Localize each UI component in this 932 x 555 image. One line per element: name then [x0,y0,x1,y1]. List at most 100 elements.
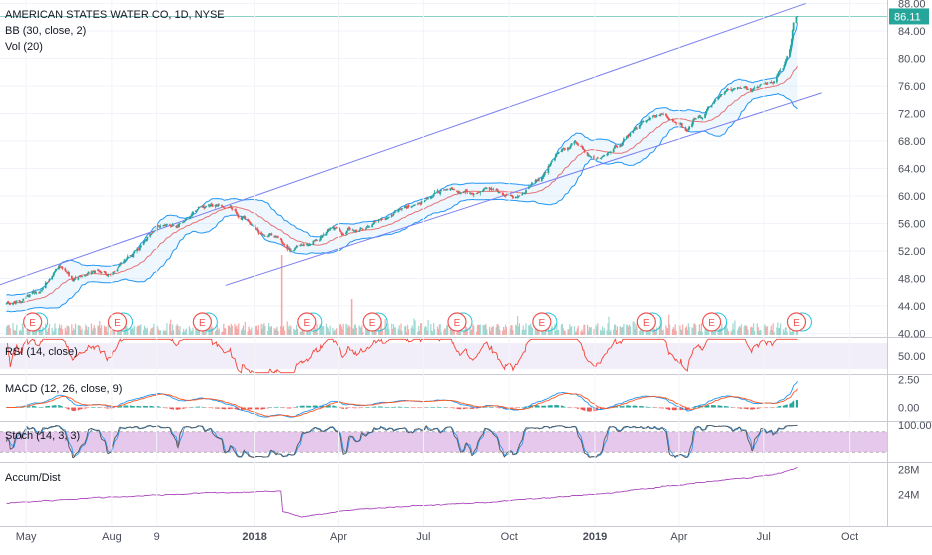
macd-histogram-bar [212,407,214,409]
volume-bar [347,327,349,335]
candle-body [477,192,480,194]
volume-bar [26,326,28,335]
macd-histogram-bar [133,406,135,408]
candle [190,214,193,218]
macd-legend[interactable]: MACD (12, 26, close, 9) [5,383,123,395]
earnings-marker-label: E [793,318,800,329]
macd-histogram-bar [231,407,233,409]
volume-bar [98,325,100,335]
candle [184,218,187,221]
candle-body [573,141,576,144]
accum-dist-legend[interactable]: Accum/Dist [5,472,61,484]
rsi-legend[interactable]: RSI (14, close) [5,346,78,358]
bollinger-legend[interactable]: BB (30, close, 2) [5,25,87,37]
candle-body [465,190,468,192]
macd-histogram-bar [281,407,284,409]
candle-body [9,302,12,305]
candle-body [345,232,347,235]
candle-body [302,245,305,247]
candle [661,113,664,115]
candle [19,301,22,303]
macd-histogram-bar [642,406,645,408]
candle-body [91,271,94,273]
candle [564,147,567,150]
candle-body [208,204,211,207]
volume-bar [158,330,161,335]
volume-bar [660,323,662,335]
candle-body [488,187,491,190]
candle [699,115,702,119]
candle-body [599,158,602,160]
candle [625,135,628,140]
macd-histogram-bar [80,407,82,410]
macd-histogram-bar [283,407,286,409]
macd-histogram-bar [655,407,657,409]
candle [635,126,637,130]
macd-histogram-bar [188,407,190,409]
candle [261,232,263,236]
candle [34,290,37,294]
macd-histogram-bar [124,405,126,408]
candle [633,127,636,131]
volume-bar [209,324,211,335]
macd-histogram-bar [98,407,100,408]
candle-body [595,159,597,161]
candle-body [430,197,433,198]
candle-body [688,126,691,130]
candle-body [464,190,467,193]
candle [403,205,406,209]
candle-body [104,271,107,274]
macd-histogram-bar [113,407,115,409]
volume-bar [287,326,289,335]
candle [418,202,421,205]
macd-histogram-bar [751,407,753,410]
candle-body [306,244,309,246]
volume-bar [719,328,721,335]
macd-histogram-bar [541,405,543,408]
candle-body [342,234,345,236]
volume-bar [701,331,703,335]
rsi-tick-label: 50.00 [898,351,926,363]
candle-body [19,301,22,303]
macd-histogram-bar [314,405,316,408]
volume-bar [339,324,342,335]
candle [303,243,305,247]
candle [568,146,571,150]
volume-bar [65,330,67,335]
stoch-legend[interactable]: Stoch (14, 3, 3) [5,430,81,442]
macd-histogram-bar [587,407,590,412]
candle [28,293,31,298]
candle [523,192,526,194]
candle [777,71,780,76]
macd-histogram-bar [662,407,664,409]
symbol-title[interactable]: AMERICAN STATES WATER CO, 1D, NYSE [5,9,225,21]
candle-body [731,90,734,92]
macd-histogram-bar [580,407,582,410]
candle [638,124,641,129]
macd-histogram-bar [752,407,754,410]
volume-legend[interactable]: Vol (20) [5,41,43,53]
candle-body [783,65,786,68]
volume-bar [388,328,390,335]
macd-histogram-bar [726,406,729,408]
macd-histogram-bar [641,406,643,408]
candle-body [769,82,772,84]
volume-bar [151,328,153,335]
candle [352,229,355,232]
volume-bar [430,323,432,335]
candle [581,144,583,148]
macd-histogram-bar [400,406,402,408]
candle [778,69,781,73]
volume-bar [41,330,43,335]
volume-bar [353,325,355,335]
volume-bar [727,331,729,335]
candle-body [165,224,167,226]
candle-body [665,115,668,118]
candle [390,212,393,218]
candle [712,101,715,104]
candle-body [84,274,87,276]
candle-body [189,216,192,219]
candle-body [263,234,265,236]
